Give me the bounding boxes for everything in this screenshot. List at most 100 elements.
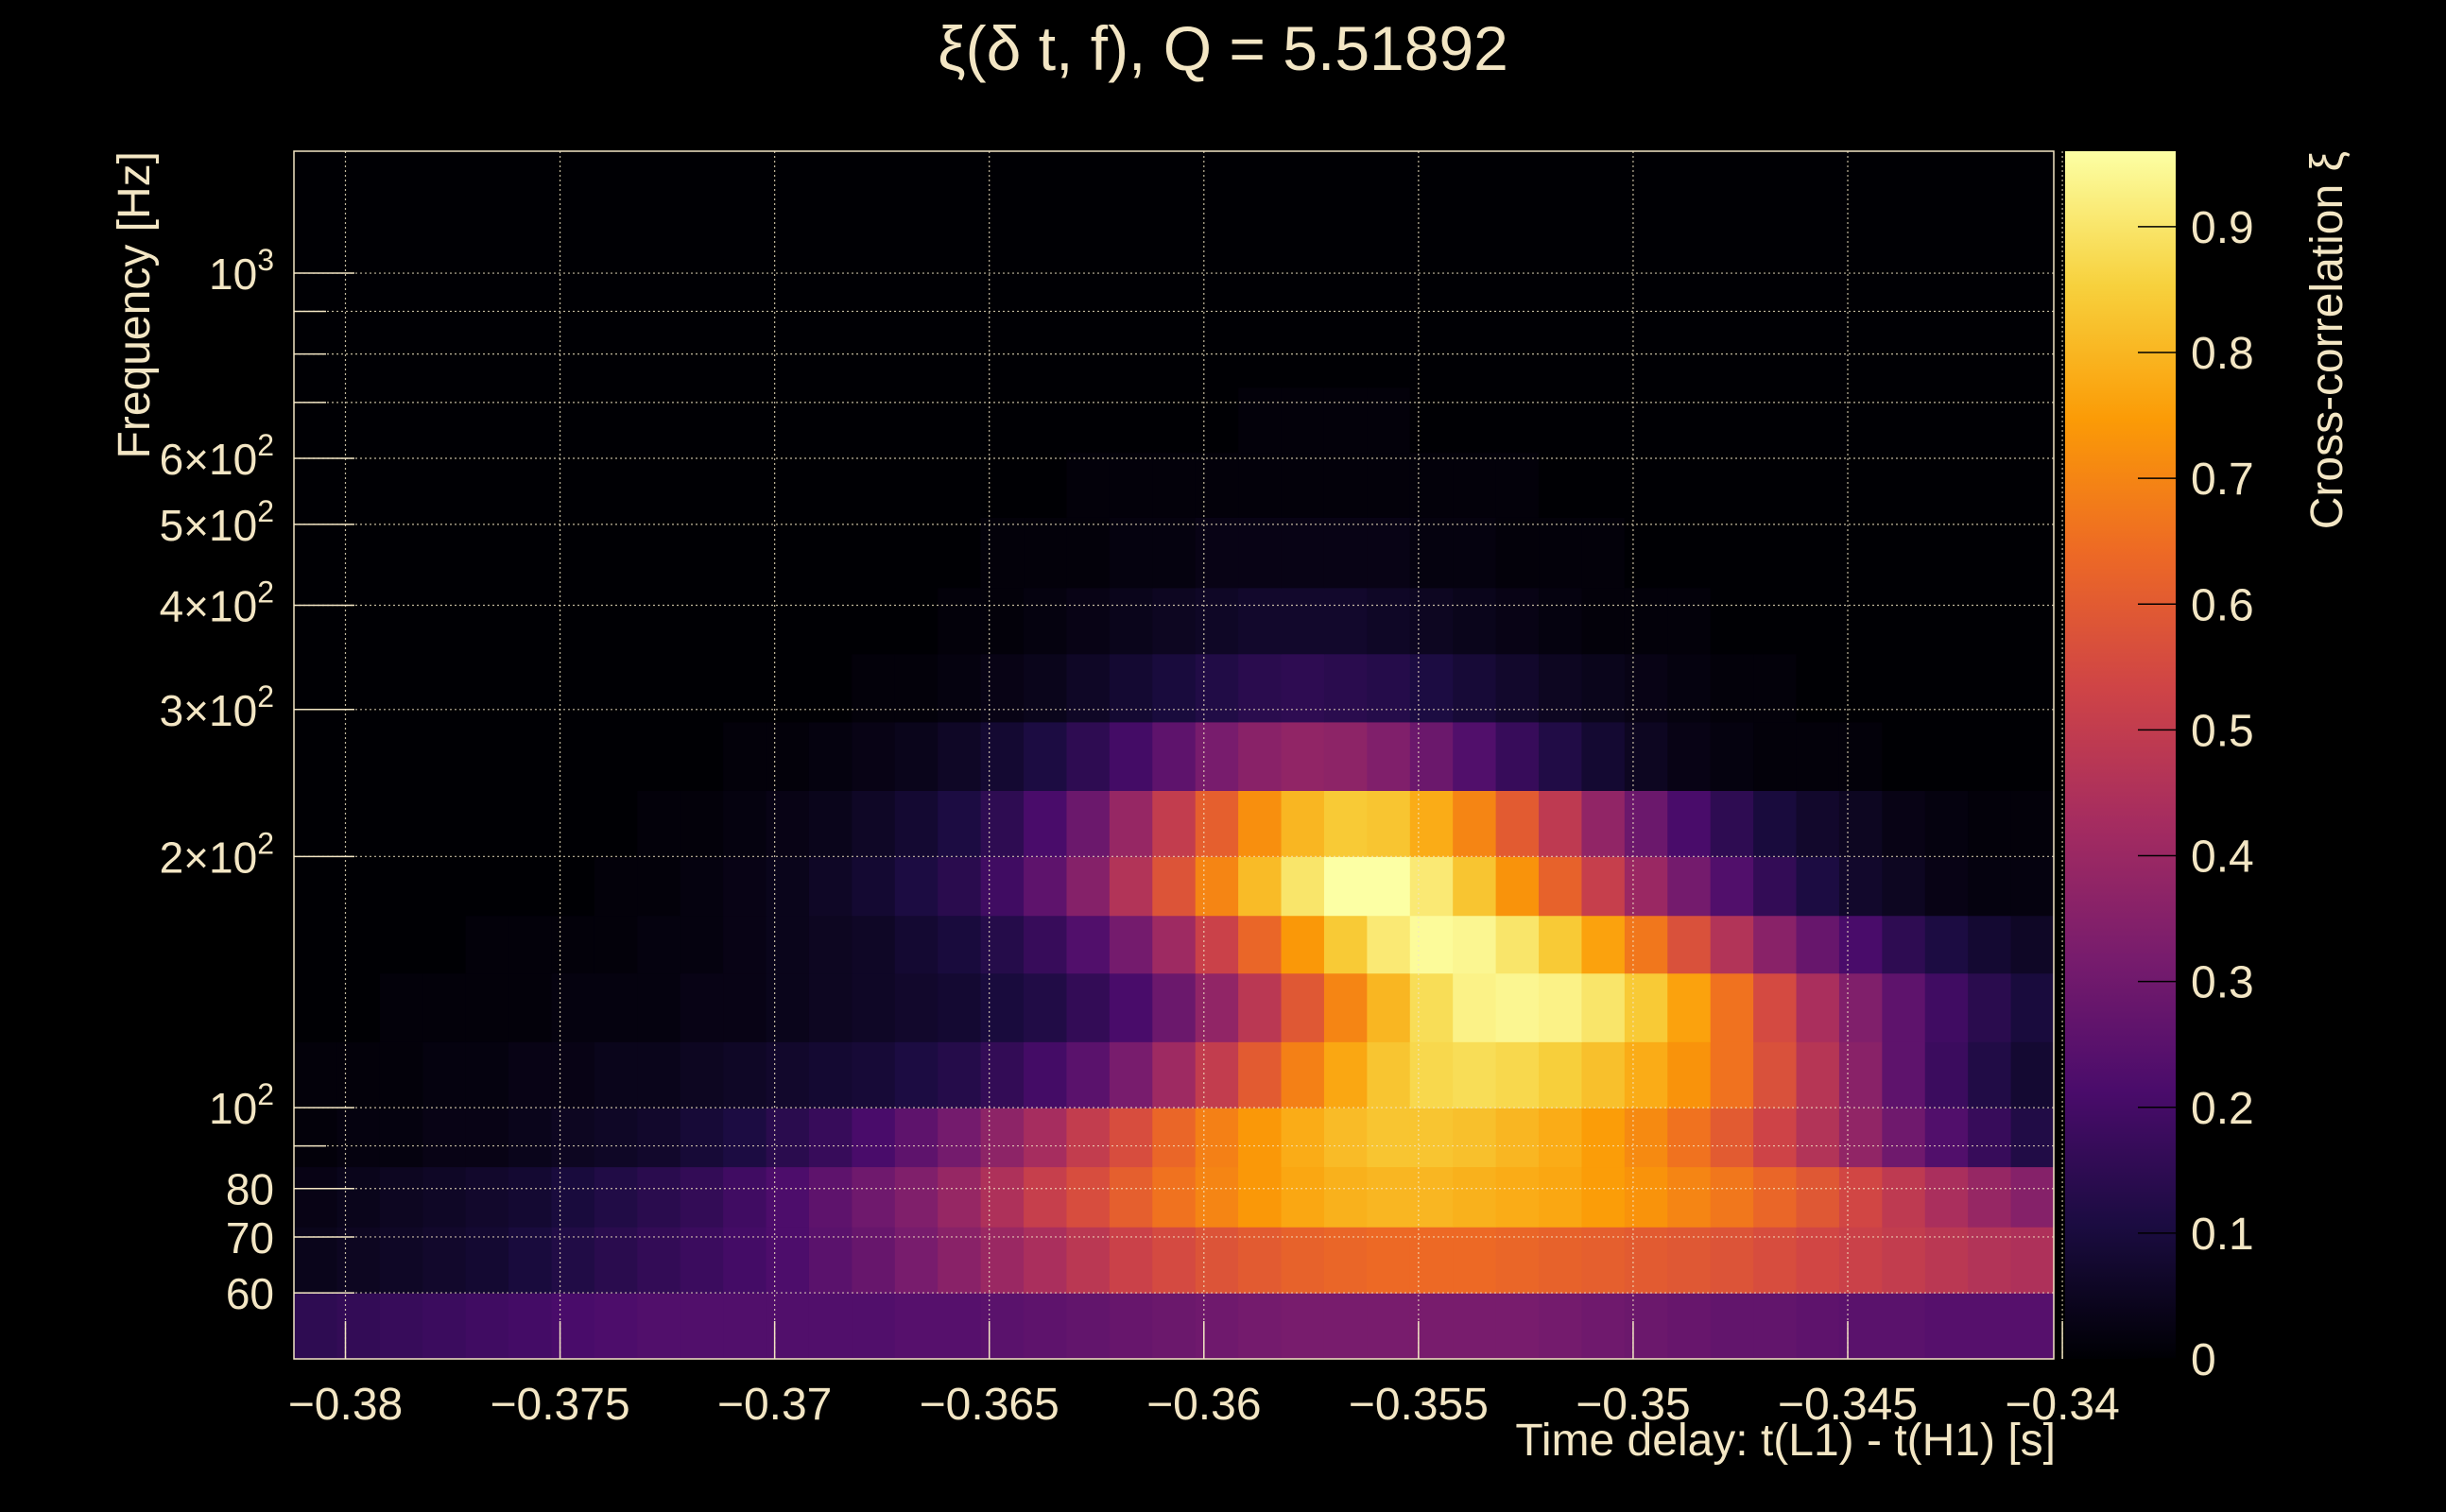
heatmap-cell <box>1495 915 1540 974</box>
heatmap-cell <box>551 259 595 325</box>
heatmap-cell <box>379 587 423 655</box>
heatmap-cell <box>1796 587 1840 655</box>
heatmap-cell <box>1710 151 1754 197</box>
colorbar-label: Cross-correlation ξ <box>2302 151 2352 529</box>
heatmap-cell <box>1882 915 1926 974</box>
heatmap-cell <box>1624 1227 1668 1294</box>
heatmap-cell <box>1495 856 1540 917</box>
heatmap-cell <box>551 1293 595 1360</box>
heatmap-cell <box>1624 195 1668 260</box>
heatmap-cell <box>1838 1108 1883 1168</box>
heatmap-cell <box>766 915 810 974</box>
heatmap-cell <box>894 915 939 974</box>
heatmap-cell <box>1024 721 1068 791</box>
heatmap-cell <box>1109 1108 1153 1168</box>
heatmap-cell <box>938 721 982 791</box>
heatmap-cell <box>1924 915 1969 974</box>
heatmap-cell <box>1539 259 1583 325</box>
heatmap-cell <box>1409 1293 1454 1360</box>
heatmap-cell <box>1024 517 1068 589</box>
heatmap-cell <box>1281 1227 1325 1294</box>
heatmap-cell <box>1367 587 1411 655</box>
heatmap-cell <box>465 721 509 791</box>
x-tick-label: −0.34 <box>2005 1380 2119 1430</box>
heatmap-cell <box>808 452 853 518</box>
heatmap-cell <box>508 790 553 857</box>
heatmap-cell <box>637 653 681 723</box>
heatmap-cell <box>551 790 595 857</box>
heatmap-cell <box>1539 972 1583 1042</box>
heatmap-cell <box>465 1108 509 1168</box>
heatmap-cell <box>294 972 338 1042</box>
heatmap-cell <box>1882 721 1926 791</box>
heatmap-cell <box>1667 323 1712 388</box>
heatmap-cell <box>637 452 681 518</box>
heatmap-cell <box>637 1166 681 1228</box>
heatmap-cell <box>1624 151 1668 197</box>
heatmap-cell <box>551 653 595 723</box>
heatmap-cell <box>1838 856 1883 917</box>
heatmap-cell <box>379 195 423 260</box>
heatmap-cell <box>894 259 939 325</box>
heatmap-cell <box>1195 1108 1239 1168</box>
heatmap-cell <box>1109 259 1153 325</box>
heatmap-cell <box>336 259 381 325</box>
heatmap-cell <box>938 1041 982 1108</box>
colorbar-tick-label: 0.2 <box>2191 1084 2254 1134</box>
heatmap-cell <box>465 452 509 518</box>
heatmap-cell <box>1710 972 1754 1042</box>
heatmap-cell <box>594 387 638 454</box>
heatmap-cell <box>1238 790 1283 857</box>
heatmap-cell <box>766 323 810 388</box>
heatmap-cell <box>336 452 381 518</box>
heatmap-cell <box>938 195 982 260</box>
heatmap-cell <box>1281 587 1325 655</box>
heatmap-cell <box>1453 387 1497 454</box>
heatmap-cell <box>1539 587 1583 655</box>
heatmap-cell <box>594 452 638 518</box>
heatmap-cell <box>1796 790 1840 857</box>
heatmap-cell <box>551 195 595 260</box>
heatmap-cell <box>680 151 724 197</box>
heatmap-cell <box>1238 856 1283 917</box>
heatmap-cell <box>379 790 423 857</box>
heatmap-cell <box>1624 387 1668 454</box>
heatmap-cell <box>1624 790 1668 857</box>
heatmap-cell <box>980 653 1025 723</box>
heatmap-cell <box>1753 790 1798 857</box>
heatmap-cell <box>1152 1227 1197 1294</box>
heatmap-cell <box>465 972 509 1042</box>
heatmap-cell <box>980 1166 1025 1228</box>
heatmap-cell <box>336 1293 381 1360</box>
heatmap-cell <box>1024 915 1068 974</box>
heatmap-cell <box>1838 1293 1883 1360</box>
heatmap-cell <box>1753 387 1798 454</box>
y-tick-label: 4×102 <box>160 575 274 630</box>
heatmap-cell <box>1882 1293 1926 1360</box>
heatmap-cell <box>980 972 1025 1042</box>
heatmap-cell <box>1838 151 1883 197</box>
heatmap-cell <box>1495 972 1540 1042</box>
heatmap-cell <box>2010 452 2055 518</box>
heatmap-cell <box>465 387 509 454</box>
heatmap-cell <box>1409 387 1454 454</box>
heatmap-cell <box>938 387 982 454</box>
heatmap-cell <box>1323 151 1368 197</box>
heatmap-cell <box>1710 721 1754 791</box>
heatmap-cell <box>637 1041 681 1108</box>
heatmap-cell <box>294 259 338 325</box>
heatmap-cell <box>1066 721 1111 791</box>
heatmap-cell <box>808 856 853 917</box>
heatmap-cell <box>465 259 509 325</box>
heatmap-cell <box>1882 1166 1926 1228</box>
heatmap-cell <box>1152 259 1197 325</box>
heatmap-cell <box>1367 915 1411 974</box>
heatmap-cell <box>422 452 467 518</box>
heatmap-cell <box>1624 517 1668 589</box>
heatmap-cell <box>766 856 810 917</box>
heatmap-cell <box>680 195 724 260</box>
heatmap-cell <box>1024 151 1068 197</box>
heatmap-cell <box>1066 790 1111 857</box>
heatmap-cell <box>1667 452 1712 518</box>
heatmap-cell <box>1753 1108 1798 1168</box>
